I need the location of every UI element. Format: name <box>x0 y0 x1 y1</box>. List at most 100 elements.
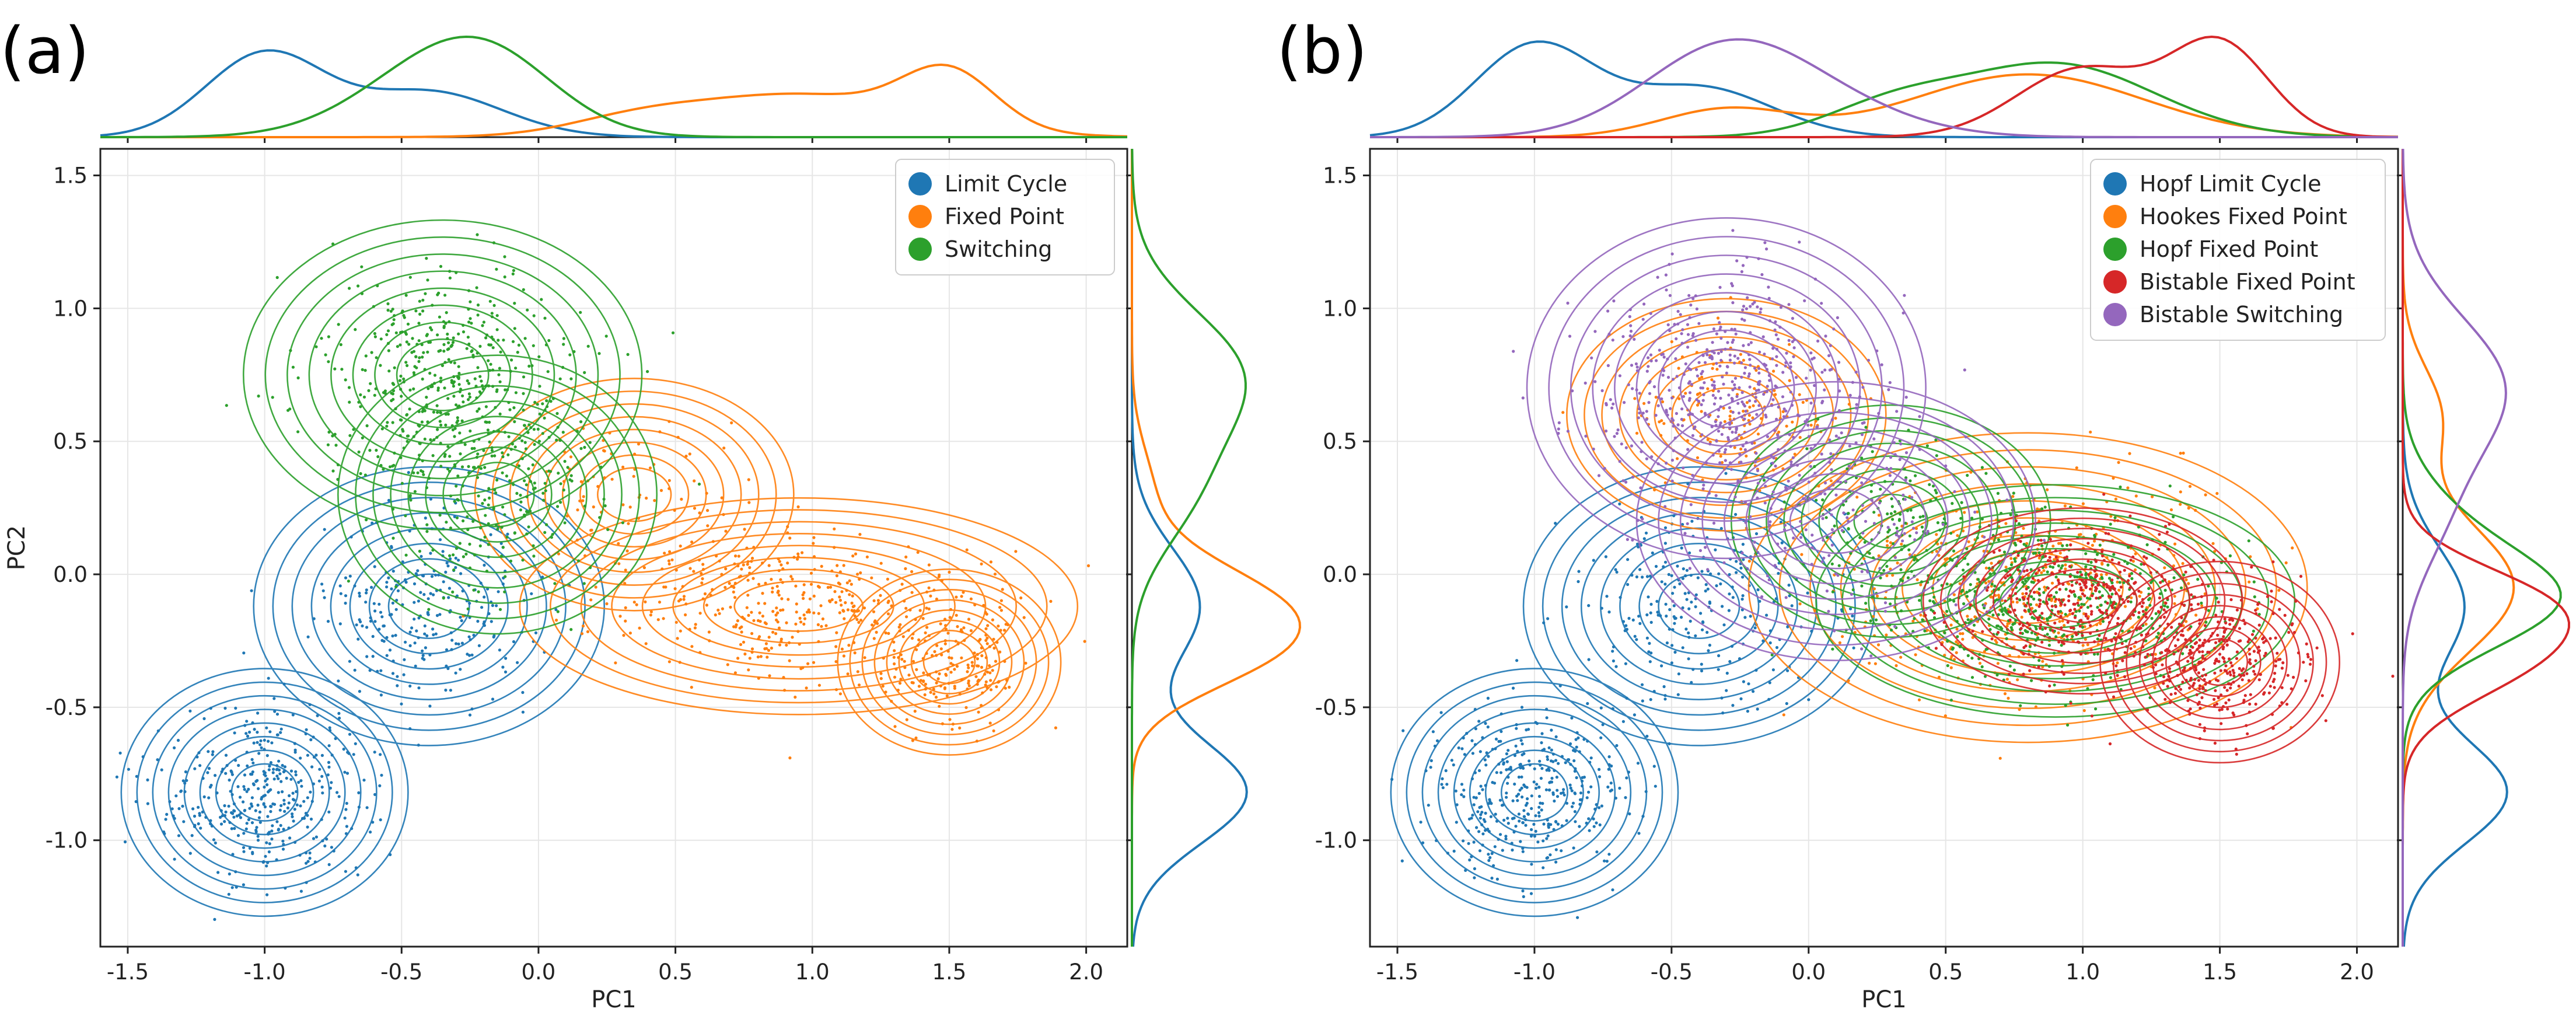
data-point <box>372 602 376 605</box>
data-point <box>436 333 439 337</box>
data-point <box>970 661 974 664</box>
data-point <box>2042 569 2046 573</box>
data-point <box>879 594 882 597</box>
data-point <box>794 622 798 626</box>
data-point <box>1961 588 1965 592</box>
data-point <box>2043 585 2046 589</box>
data-point <box>1984 648 1988 651</box>
data-point <box>1648 574 1652 578</box>
data-point <box>1470 739 1474 742</box>
data-point <box>2391 675 2395 678</box>
data-point <box>886 612 890 616</box>
contour-line <box>330 527 528 685</box>
data-point <box>2015 597 2019 601</box>
data-point <box>1696 403 1700 407</box>
data-point <box>759 655 763 658</box>
data-point <box>1719 421 1722 425</box>
data-point <box>2022 645 2026 650</box>
data-point <box>998 606 1002 609</box>
data-point <box>1556 795 1560 798</box>
data-point <box>429 552 432 555</box>
data-point <box>1891 518 1895 521</box>
data-point <box>1654 564 1658 568</box>
data-point <box>820 564 823 568</box>
legend-marker <box>908 205 932 228</box>
data-point <box>775 618 778 622</box>
data-point <box>497 373 501 376</box>
data-point <box>484 405 488 409</box>
data-point <box>2206 650 2210 654</box>
data-point <box>2066 620 2070 624</box>
data-point <box>2133 582 2136 585</box>
data-point <box>2269 637 2272 640</box>
data-point <box>1840 529 1844 532</box>
data-point <box>1511 817 1514 821</box>
data-point <box>774 613 778 617</box>
data-point <box>2123 675 2127 679</box>
data-point <box>2182 451 2185 455</box>
data-point <box>2093 652 2096 656</box>
data-point <box>817 612 820 615</box>
data-point <box>562 343 565 346</box>
data-point <box>483 595 486 599</box>
data-point <box>1554 735 1558 739</box>
data-point <box>1627 616 1631 620</box>
data-point <box>1766 574 1770 578</box>
data-point <box>2009 610 2012 614</box>
data-point <box>2222 639 2226 643</box>
data-point <box>1592 825 1596 828</box>
data-point <box>1429 759 1433 762</box>
data-point <box>320 774 324 778</box>
data-point <box>1970 676 1974 679</box>
data-point <box>621 521 624 525</box>
data-point <box>2086 542 2090 545</box>
data-point <box>2188 686 2191 690</box>
data-point <box>2118 581 2121 584</box>
data-point <box>904 567 907 571</box>
data-point <box>2063 624 2066 627</box>
data-point <box>853 614 857 617</box>
data-point <box>1668 608 1672 612</box>
data-point <box>265 893 269 896</box>
data-point <box>795 610 798 614</box>
data-point <box>557 552 561 556</box>
data-point <box>2203 729 2206 732</box>
data-point <box>2078 570 2082 574</box>
data-point <box>334 444 338 447</box>
data-point <box>411 337 414 340</box>
data-point <box>1518 819 1521 823</box>
data-point <box>2080 588 2084 592</box>
data-point <box>371 655 375 658</box>
data-point <box>404 553 408 557</box>
data-point <box>2048 549 2051 552</box>
data-point <box>309 790 312 794</box>
data-point <box>1998 756 2002 760</box>
data-point <box>118 751 122 755</box>
data-point <box>2030 580 2033 584</box>
data-point <box>1824 516 1828 519</box>
data-point <box>2248 658 2252 661</box>
data-point <box>1479 813 1483 816</box>
data-point <box>1483 820 1487 823</box>
data-point <box>1676 564 1679 568</box>
data-point <box>1923 629 1927 633</box>
data-point <box>2247 679 2250 682</box>
data-point <box>438 420 442 423</box>
data-point <box>2147 598 2151 602</box>
data-point <box>833 590 837 594</box>
data-point <box>504 670 508 673</box>
data-point <box>2085 596 2089 600</box>
data-point <box>1547 769 1551 772</box>
data-point <box>1998 549 2001 552</box>
data-point <box>2169 693 2173 696</box>
data-point <box>1771 398 1775 402</box>
data-point <box>1490 802 1493 805</box>
data-point <box>436 386 440 390</box>
data-point <box>1671 592 1675 595</box>
data-point <box>2117 561 2121 564</box>
data-point <box>1763 241 1767 245</box>
data-point <box>2041 627 2044 631</box>
data-point <box>173 857 176 861</box>
data-point <box>1820 401 1824 404</box>
data-point <box>1721 605 1724 608</box>
